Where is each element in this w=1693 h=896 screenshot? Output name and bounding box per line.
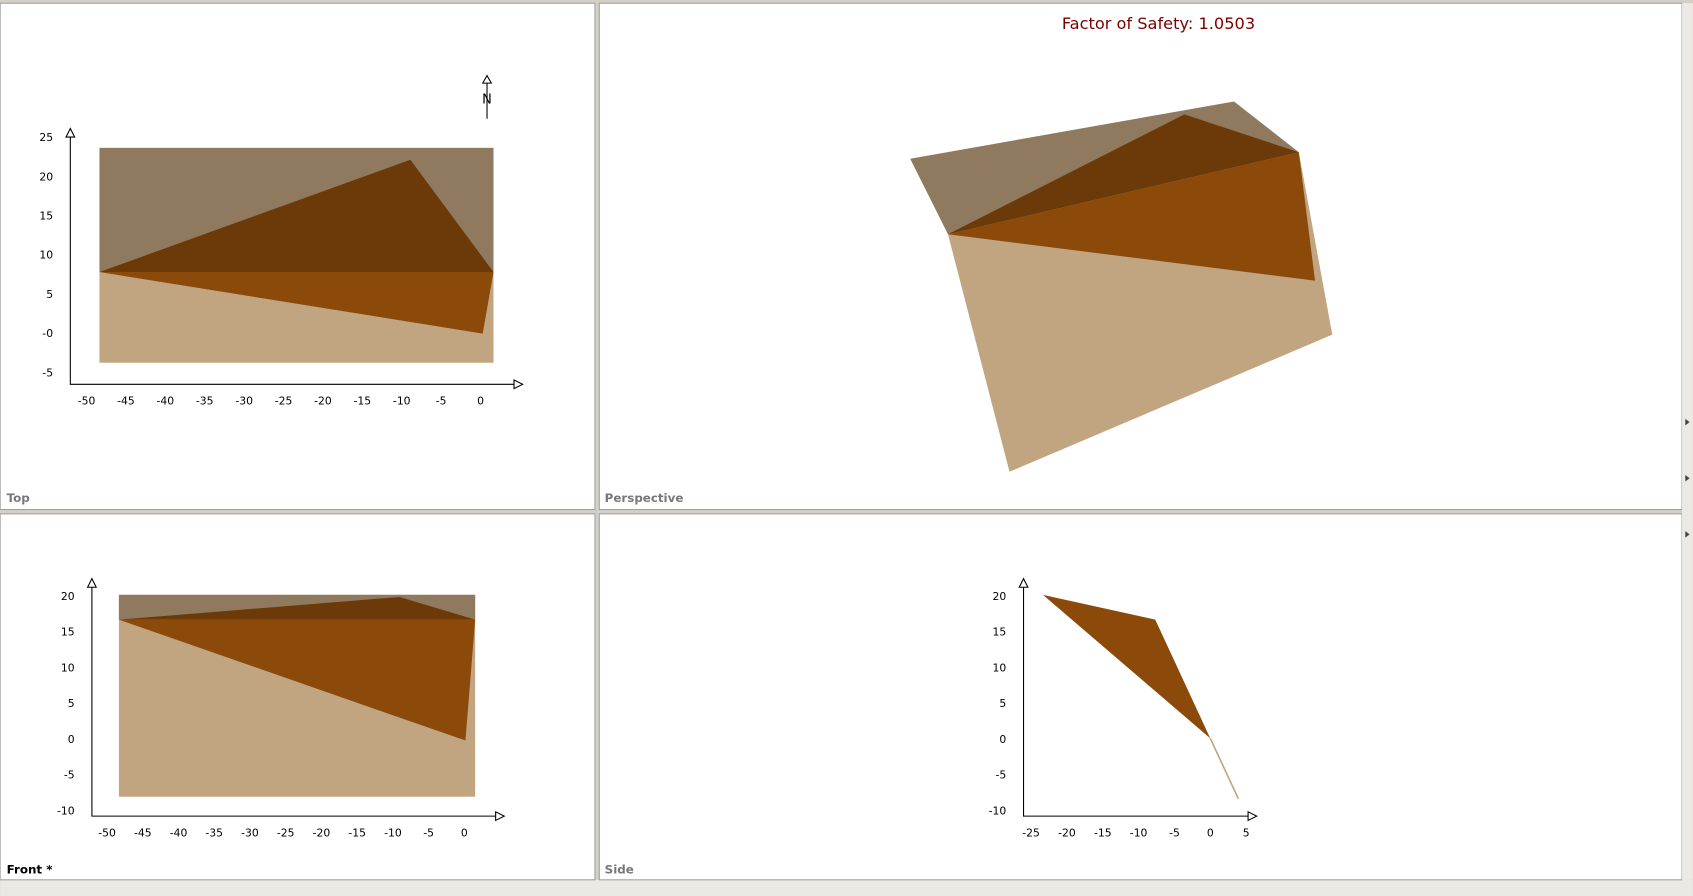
- x-tick-label: 5: [1243, 826, 1250, 839]
- y-tick-label: 0: [68, 733, 75, 746]
- y-tick-label: -5: [64, 769, 75, 782]
- y-tick-label: 15: [39, 210, 53, 223]
- top-axes: [65, 127, 524, 390]
- view-label: Perspective: [605, 491, 684, 505]
- front-axes: [86, 577, 506, 822]
- y-tick-label: -10: [989, 804, 1007, 817]
- y-tick-label: 10: [61, 661, 75, 674]
- x-tick-label: -25: [1022, 826, 1040, 839]
- factor-of-safety: Factor of Safety: 1.0503: [1062, 14, 1255, 33]
- x-tick-label: -35: [196, 395, 214, 408]
- view-label: Front *: [7, 862, 53, 876]
- north-arrow: [481, 74, 493, 119]
- x-tick-label: -15: [354, 395, 372, 408]
- y-tick-label: 20: [61, 590, 75, 603]
- y-tick-label: 15: [61, 626, 75, 639]
- x-tick-label: 0: [477, 395, 484, 408]
- x-tick-label: -45: [134, 826, 152, 839]
- x-tick-label: -45: [117, 395, 135, 408]
- x-tick-label: 0: [461, 826, 468, 839]
- x-tick-label: -50: [78, 395, 96, 408]
- y-tick-label: -5: [42, 366, 53, 379]
- perspective-model: [910, 101, 1333, 472]
- y-tick-label: 0: [999, 733, 1006, 746]
- front-model: [118, 594, 476, 797]
- view-label: Side: [605, 862, 634, 876]
- x-tick-label: -35: [205, 826, 223, 839]
- x-tick-label: -5: [423, 826, 434, 839]
- scrollbar[interactable]: [1682, 3, 1693, 880]
- x-tick-label: -50: [98, 826, 116, 839]
- side-axes: [1018, 577, 1258, 822]
- x-tick-label: -10: [384, 826, 402, 839]
- x-tick-label: -25: [275, 395, 293, 408]
- x-tick-label: -30: [241, 826, 259, 839]
- north-label: N: [482, 93, 492, 108]
- x-tick-label: -40: [157, 395, 175, 408]
- scroll-arrows[interactable]: [1685, 418, 1690, 538]
- top-model: [99, 147, 494, 363]
- y-tick-label: 5: [46, 288, 53, 301]
- x-tick-label: -5: [1169, 826, 1180, 839]
- y-tick-label: 5: [999, 697, 1006, 710]
- status-strip: [0, 879, 1693, 896]
- y-tick-label: -10: [57, 804, 75, 817]
- y-tick-label: 20: [39, 170, 53, 183]
- y-tick-label: -5: [996, 769, 1007, 782]
- y-tick-label: 10: [39, 249, 53, 262]
- side-panel[interactable]: [598, 513, 1683, 881]
- x-tick-label: -10: [1130, 826, 1148, 839]
- y-tick-label: 20: [993, 590, 1007, 603]
- y-tick-label: 10: [993, 661, 1007, 674]
- x-tick-label: 0: [1207, 826, 1214, 839]
- x-tick-label: -20: [313, 826, 331, 839]
- x-tick-label: -30: [235, 395, 253, 408]
- x-tick-label: -20: [314, 395, 332, 408]
- x-tick-label: -20: [1058, 826, 1076, 839]
- x-tick-label: -5: [436, 395, 447, 408]
- y-tick-label: 15: [993, 626, 1007, 639]
- x-tick-label: -10: [393, 395, 411, 408]
- y-tick-label: -0: [42, 327, 53, 340]
- y-tick-label: 25: [39, 131, 53, 144]
- x-tick-label: -40: [170, 826, 188, 839]
- x-tick-label: -15: [348, 826, 366, 839]
- side-model: [1042, 594, 1240, 800]
- x-tick-label: -25: [277, 826, 295, 839]
- view-label: Top: [7, 491, 30, 505]
- y-tick-label: 5: [68, 697, 75, 710]
- x-tick-label: -15: [1094, 826, 1112, 839]
